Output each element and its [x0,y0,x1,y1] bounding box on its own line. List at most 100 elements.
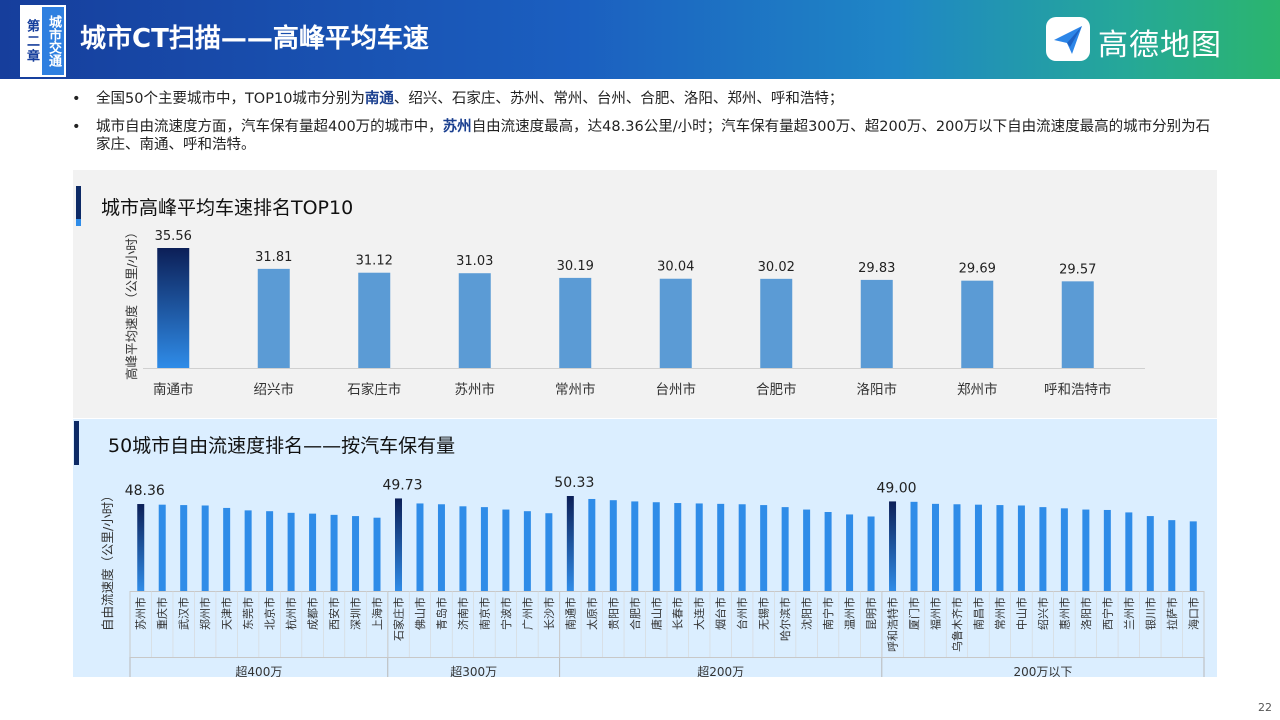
bullet-highlight: 苏州 [442,119,472,135]
chapter-number: 第二章 [22,7,42,75]
data-label: 31.81 [255,250,292,265]
group-label: 超200万 [697,664,744,677]
x-tick-label: 石家庄市 [347,381,401,398]
bar [244,510,252,591]
data-label: 48.36 [125,483,165,499]
bar [459,506,467,591]
x-tick-label: 西宁市 [1100,597,1114,630]
x-tick-label: 苏州市 [134,597,148,630]
group-label: 超400万 [235,664,282,677]
x-tick-label: 深圳市 [349,597,363,630]
x-tick-label: 合肥市 [756,381,797,398]
data-label: 50.33 [554,475,594,491]
data-label: 29.83 [858,261,895,276]
bar [559,277,592,368]
data-label: 35.56 [155,229,192,244]
bar [674,503,682,591]
x-tick-label: 青岛市 [434,597,448,630]
bar [824,512,832,591]
x-tick-label: 呼和浩特市 [1044,381,1112,398]
bar [1061,281,1094,368]
x-tick-label: 合肥市 [628,597,642,630]
bullet-dot: • [72,91,81,107]
bar [1168,520,1176,591]
bar [437,504,445,591]
x-tick-label: 广州市 [520,597,534,630]
x-tick-label: 苏州市 [455,381,496,398]
bar [373,517,381,591]
bullet-item: • 全国50个主要城市中，TOP10城市分别为南通、绍兴、石家庄、苏州、常州、台… [72,90,1222,108]
paper-plane-icon [1046,17,1090,61]
bar [395,498,402,591]
bar [1017,505,1025,591]
x-tick-label: 中山市 [1014,597,1028,630]
bar [889,501,897,591]
bar [1146,516,1154,591]
bar [352,516,360,591]
bar [545,513,553,591]
x-tick-label: 济南市 [456,597,470,630]
bar [760,505,768,591]
x-tick-label: 常州市 [555,381,596,398]
free-flow-bar-chart: 48.36 苏州市 重庆市 武汉市 郑州市 天津市 东莞市 北京市 杭州市 成都市 西安市 深圳市 上海… [125,475,1205,677]
logo-text: 高德地图 [1098,28,1222,63]
x-tick-label: 银川市 [1143,597,1157,630]
bar [659,278,692,368]
bar [996,505,1004,591]
x-tick-label: 南通市 [153,381,194,398]
bar [266,511,274,591]
top10-chart-panel: 城市高峰平均车速排名TOP10 高峰平均速度（公里/小时） 35.56 南通市 31… [73,170,1217,418]
x-tick-label: 太原市 [585,597,599,630]
bar [738,504,746,591]
title-accent-bar [76,186,81,226]
bar [309,513,317,591]
page-number: 22 [1258,701,1272,714]
bar [223,507,231,591]
x-tick-label: 常州市 [993,597,1007,630]
bar [860,279,893,368]
bar [201,505,209,591]
bar [631,501,639,591]
x-tick-label: 南宁市 [821,597,835,630]
x-tick-label: 厦门市 [907,597,921,630]
bar [1103,509,1111,591]
data-label: 31.03 [456,254,493,269]
x-tick-label: 台州市 [656,381,697,398]
x-tick-label: 佛山市 [413,597,427,630]
bar [1082,509,1090,591]
bar [717,503,725,591]
bar [566,496,574,591]
x-tick-label: 大连市 [692,597,706,630]
chapter-name: 城市交通 [42,7,64,75]
data-label: 29.57 [1059,262,1096,277]
x-tick-label: 拉萨市 [1165,597,1179,630]
data-label: 30.02 [758,260,795,275]
x-tick-label: 南京市 [477,597,491,630]
x-tick-label: 洛阳市 [1079,597,1093,630]
x-tick-label: 郑州市 [957,381,998,398]
x-tick-label: 绍兴市 [254,381,295,398]
data-label: 30.04 [657,260,694,275]
bar [330,514,338,591]
x-tick-label: 北京市 [263,597,277,630]
x-tick-label: 沈阳市 [800,597,814,630]
x-tick-label: 呼和浩特市 [886,597,900,652]
bar [961,280,994,368]
x-tick-label: 洛阳市 [857,381,898,398]
bar [158,504,166,591]
bullet-text-post: 、绍兴、石家庄、苏州、常州、台州、合肥、洛阳、郑州、呼和浩特； [393,91,844,107]
bar [867,516,875,591]
bar [910,501,918,591]
x-tick-label: 海口市 [1186,597,1200,630]
x-tick-label: 石家庄市 [392,597,406,641]
x-tick-label: 无锡市 [757,597,771,630]
amap-logo: 高德地图 [1046,17,1236,63]
bar [803,509,811,591]
bullet-text-pre: 城市自由流速度方面，汽车保有量超400万的城市中， [96,119,443,135]
chart-title: 城市高峰平均车速排名TOP10 [101,197,354,219]
bar [846,514,854,591]
x-tick-label: 兰州市 [1122,597,1136,630]
bar [523,511,531,591]
page-title: 城市CT扫描——高峰平均车速 [80,24,429,54]
x-tick-label: 南通市 [563,597,577,630]
